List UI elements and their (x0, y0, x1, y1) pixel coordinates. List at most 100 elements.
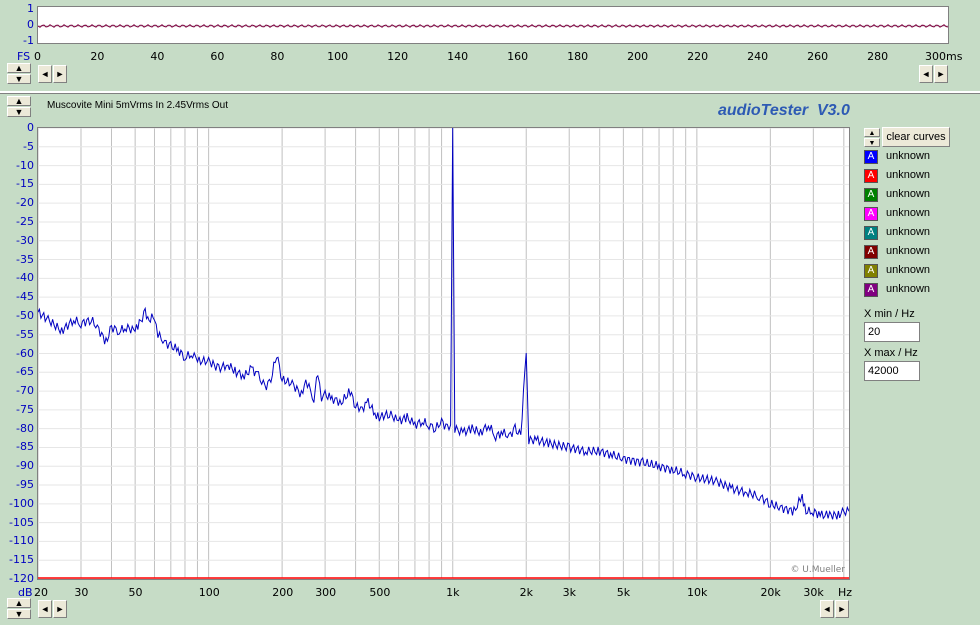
curve-color-swatch[interactable]: A (864, 283, 878, 297)
x-tick-label: 50 (128, 586, 143, 599)
time-x-tick-label: 200 (627, 50, 649, 63)
time-x-tick-label: 180 (567, 50, 589, 63)
curve-color-swatch[interactable]: A (864, 150, 878, 164)
y-tick-label: -70 (16, 384, 34, 398)
x-tick-label: 30 (74, 586, 89, 599)
time-y-tick-label: 0 (27, 18, 34, 31)
y-unit-label: dB (18, 586, 33, 599)
time-y-tick-label: -1 (23, 34, 34, 47)
y-tick-label: -90 (16, 459, 34, 473)
chart-annotation: © U.Mueller (790, 565, 845, 575)
x-scroll-right-button[interactable]: ► (53, 600, 67, 618)
time-pan-right-button[interactable]: ► (934, 65, 948, 83)
y-tick-label: -15 (16, 177, 34, 191)
spectrum-plot: © U.Mueller (37, 127, 850, 580)
y-scroll-up-button[interactable]: ▲ (7, 598, 31, 608)
xmin-input[interactable] (864, 322, 920, 342)
curve-color-swatch[interactable]: A (864, 169, 878, 183)
x-tick-label: 20 (34, 586, 48, 599)
y-tick-label: -5 (23, 139, 34, 153)
x-tick-label: 3k (562, 586, 576, 599)
legend-item-label: unknown (886, 264, 931, 276)
y-tick-label: -60 (16, 346, 34, 360)
y-tick-label: -95 (16, 478, 34, 492)
time-pan-left-button[interactable]: ◄ (919, 65, 933, 83)
legend-scroll-up-button[interactable]: ▲ (864, 128, 880, 137)
legend-item-label: unknown (886, 169, 931, 181)
x-pan-left-button[interactable]: ◄ (820, 600, 834, 618)
time-scroll-up-button[interactable]: ▲ (7, 63, 31, 73)
legend-item-label: unknown (886, 283, 931, 295)
legend-scroll-down-button[interactable]: ▼ (864, 138, 880, 147)
y-tick-label: -45 (16, 290, 34, 304)
time-y-tick-label: 1 (27, 2, 34, 15)
y-scroll-down-button[interactable]: ▼ (7, 609, 31, 619)
y-tick-label: -115 (9, 553, 34, 567)
grid (38, 128, 849, 579)
time-x-tick-label: 0 (34, 50, 41, 63)
y-tick-label: -65 (16, 365, 34, 379)
title-scroll-down-button[interactable]: ▼ (7, 107, 31, 117)
x-scroll-left-button[interactable]: ◄ (38, 600, 52, 618)
y-tick-label: -110 (9, 534, 34, 548)
time-scroll-right-button[interactable]: ► (53, 65, 67, 83)
clear-curves-button[interactable]: clear curves (882, 127, 950, 147)
time-domain-trace (38, 24, 948, 28)
time-x-tick-label: 300ms (925, 50, 963, 63)
y-tick-label: -20 (16, 196, 34, 210)
time-x-tick-label: 260 (807, 50, 829, 63)
xmin-label: X min / Hz (864, 308, 915, 320)
legend-item-label: unknown (886, 207, 931, 219)
time-scroll-left-button[interactable]: ◄ (38, 65, 52, 83)
curve-color-swatch[interactable]: A (864, 226, 878, 240)
time-x-tick-label: 100 (327, 50, 349, 63)
curve-color-swatch[interactable]: A (864, 188, 878, 202)
legend-item-label: unknown (886, 150, 931, 162)
y-tick-label: -100 (9, 496, 34, 510)
time-domain-plot (37, 6, 949, 44)
time-x-tick-label: 160 (507, 50, 529, 63)
time-x-tick-label: 20 (90, 50, 105, 63)
x-pan-right-button[interactable]: ► (835, 600, 849, 618)
time-x-tick-label: 40 (150, 50, 165, 63)
x-tick-label: 10k (686, 586, 708, 599)
y-tick-label: -40 (16, 271, 34, 285)
section-divider (0, 91, 980, 94)
x-unit-label: Hz (838, 586, 853, 599)
curve-color-swatch[interactable]: A (864, 264, 878, 278)
time-x-tick-label: 80 (270, 50, 285, 63)
x-tick-label: 2k (519, 586, 533, 599)
x-tick-label: 300 (315, 586, 337, 599)
time-scroll-down-button[interactable]: ▼ (7, 74, 31, 84)
y-tick-label: -120 (9, 572, 34, 585)
legend-item-label: unknown (886, 188, 931, 200)
curve-color-swatch[interactable]: A (864, 245, 878, 259)
x-tick-label: 500 (369, 586, 391, 599)
xmax-label: X max / Hz (864, 347, 918, 359)
time-x-tick-label: 280 (867, 50, 889, 63)
x-tick-label: 20k (760, 586, 781, 599)
y-tick-label: -50 (16, 308, 34, 322)
x-tick-label: 5k (616, 586, 631, 599)
y-tick-label: 0 (27, 121, 34, 134)
legend-item-label: unknown (886, 226, 931, 238)
time-x-tick-label: 60 (210, 50, 225, 63)
y-tick-label: -75 (16, 402, 34, 416)
title-scroll-up-button[interactable]: ▲ (7, 96, 31, 106)
time-x-tick-label: 140 (447, 50, 469, 63)
app-title: audioTester V3.0 (718, 102, 850, 119)
legend-item-label: unknown (886, 245, 931, 257)
y-tick-label: -25 (16, 214, 34, 228)
curve-color-swatch[interactable]: A (864, 207, 878, 221)
spectrum-svg (38, 128, 849, 579)
xmax-input[interactable] (864, 361, 920, 381)
y-tick-label: -10 (16, 158, 34, 172)
